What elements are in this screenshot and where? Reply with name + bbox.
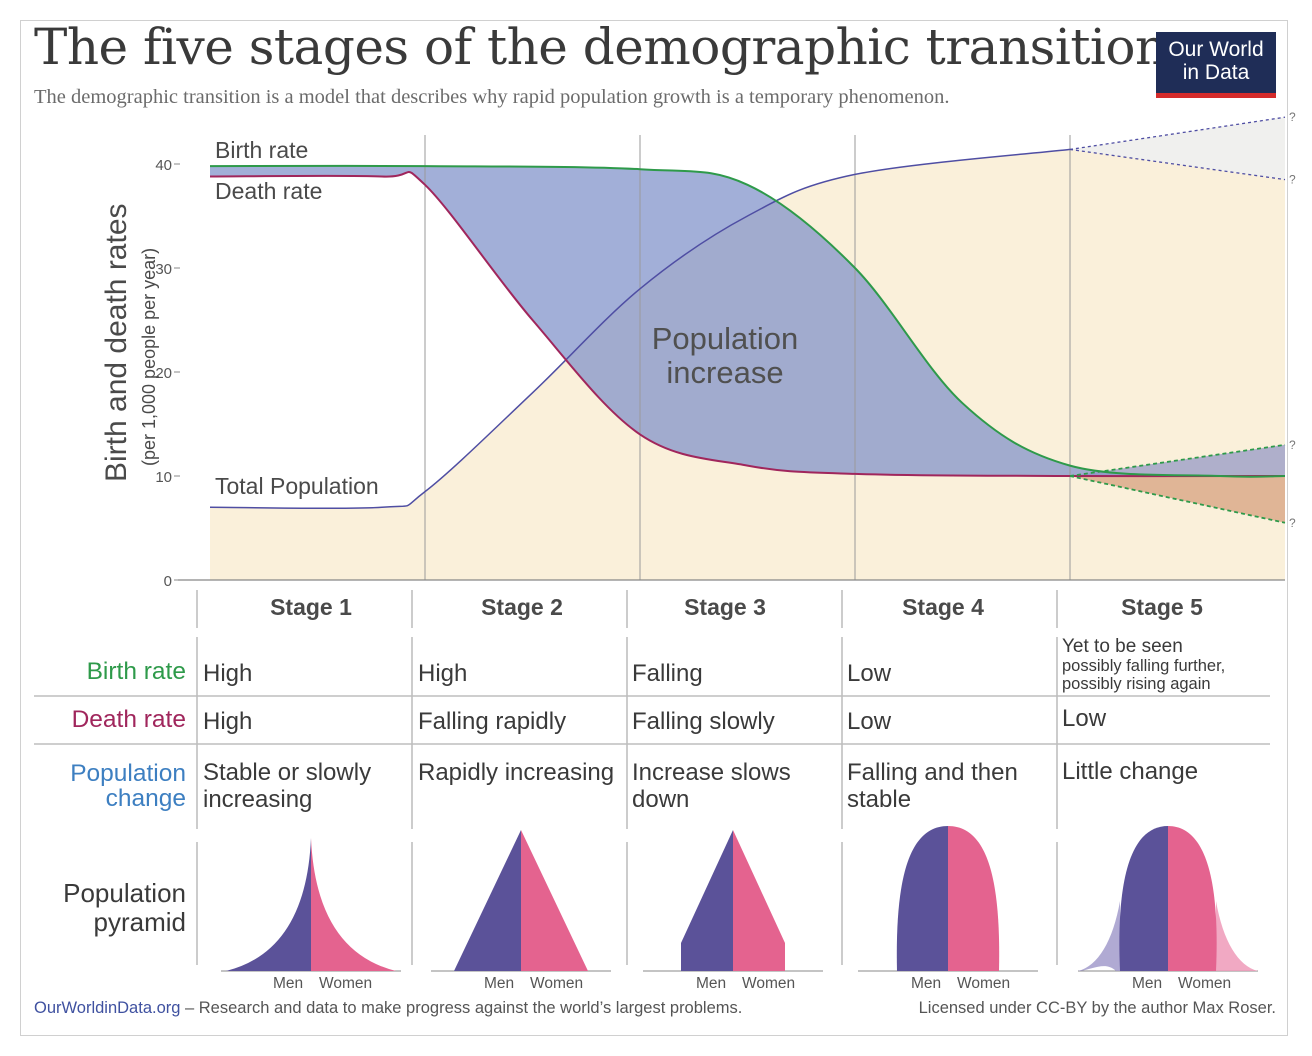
logo-line-1: Our World (1168, 38, 1264, 61)
pyramid-1-women-label: Women (319, 975, 373, 992)
stage5-uncertainty-area (1070, 117, 1285, 180)
y-tick-label-0: 0 (164, 573, 172, 590)
infographic-frame (20, 20, 1288, 1036)
page-subtitle: The demographic transition is a model th… (34, 86, 950, 108)
pyramid-4-women-label: Women (957, 975, 1011, 992)
birth-rate-line (209, 164, 1286, 478)
birth-rate-stage-2: High (418, 660, 468, 687)
pyramid-2-men-label: Men (484, 975, 515, 992)
population-change-stage-5: Little change (1062, 758, 1199, 785)
row-header-population-change-line-2: change (105, 785, 186, 812)
pyramid-1-men-label: Men (273, 975, 304, 992)
birth-rate-stage-4: Low (847, 660, 892, 687)
death-rate-stage-2: Falling rapidly (418, 708, 567, 735)
stage5-birth-down-area (1070, 476, 1285, 523)
page-title: The five stages of the demographic trans… (34, 18, 1167, 76)
population-change-stage-2: Rapidly increasing (418, 759, 615, 786)
birth-rate-stage-5-main: Yet to be seen (1062, 636, 1183, 657)
population-projection-down (1069, 148, 1286, 181)
stage-1-header: Stage 1 (270, 594, 352, 620)
pyramid-5-men-label: Men (1132, 975, 1163, 992)
row-header-population-change: Population change (70, 761, 186, 811)
y-tick-label-10: 10 (155, 469, 172, 486)
birth-rate-stage-5: Yet to be seen possibly falling further,… (1062, 636, 1226, 694)
pyramid-2-men (454, 830, 521, 971)
pyramid-5-men (1119, 826, 1168, 971)
pyramid-5-women (1168, 826, 1217, 971)
pyramid-5-women-label: Women (1178, 975, 1232, 992)
pyramid-1-men (226, 838, 311, 971)
stage-3-header: Stage 3 (684, 594, 766, 620)
death-rate-stage-4: Low (847, 708, 892, 735)
pyramid-3-men (681, 830, 733, 971)
qmark-population-up: ? (1289, 110, 1296, 124)
row-header-death-rate: Death rate (71, 706, 186, 733)
pyramid-4-men (896, 826, 948, 971)
y-axis-label: Birth and death rates (100, 203, 133, 482)
logo-line-2: in Data (1182, 61, 1250, 84)
birth-rate-stage-5-note-2: possibly rising again (1062, 675, 1211, 693)
footer-site-link[interactable]: OurWorldinData.org (34, 999, 181, 1017)
population-change-stage-1: Stable or slowly increasing (203, 759, 372, 813)
birth-projection-down (1069, 475, 1286, 524)
footer-source: OurWorldinData.org – Research and data t… (34, 999, 742, 1018)
y-tick-label-30: 30 (155, 261, 172, 278)
birth-rate-stage-5-note-1: possibly falling further, (1062, 657, 1226, 675)
population-change-stage-3: Increase slows down (632, 759, 791, 813)
row-header-population-pyramid: Population pyramid (63, 879, 186, 937)
birth-rate-line-label: Birth rate (215, 137, 309, 163)
pyramid-2-women-label: Women (530, 975, 584, 992)
birth-rate-stage-3: Falling (632, 660, 703, 687)
death-rate-stage-5: Low (1062, 705, 1107, 732)
death-rate-stage-1: High (203, 708, 253, 735)
pyramid-5-men-tail (1078, 901, 1120, 971)
pyramid-1-women (311, 838, 396, 971)
qmark-birth-up: ? (1289, 438, 1296, 452)
population-increase-area (210, 165, 1285, 477)
stage-2-header: Stage 2 (481, 594, 563, 620)
birth-projection-up (1069, 443, 1286, 477)
owid-logo[interactable]: Our World in Data (1156, 32, 1276, 98)
pyramid-5-women-tail (1216, 901, 1258, 971)
row-header-pyramid-line-1: Population (63, 878, 186, 908)
footer-tagline: – Research and data to make progress aga… (180, 999, 743, 1017)
pyramid-4-women (948, 826, 1000, 971)
pyramid-3-women-label: Women (742, 975, 796, 992)
pyramid-4-men-label: Men (911, 975, 942, 992)
y-tick-label-20: 20 (155, 365, 172, 382)
death-rate-stage-3: Falling slowly (632, 708, 775, 735)
population-increase-label: Population increase (625, 322, 825, 390)
pyramid-3-men-label: Men (696, 975, 727, 992)
pyramid-2-women (521, 830, 588, 971)
qmark-population-down: ? (1289, 173, 1296, 187)
birth-rate-stage-1: High (203, 660, 253, 687)
population-increase-line-2: increase (666, 355, 784, 390)
stage-5-header: Stage 5 (1121, 594, 1203, 620)
population-change-stage-4: Falling and then stable (847, 759, 1018, 813)
y-axis-sublabel: (per 1,000 people per year) (139, 247, 159, 466)
row-header-birth-rate: Birth rate (86, 658, 186, 685)
footer-license: Licensed under CC-BY by the author Max R… (918, 999, 1276, 1017)
death-rate-line-label: Death rate (215, 178, 323, 204)
row-header-population-change-line-1: Population (70, 760, 186, 787)
population-projection-up (1069, 116, 1286, 151)
row-header-pyramid-line-2: pyramid (93, 907, 186, 937)
population-increase-line-1: Population (651, 321, 799, 356)
death-rate-line (209, 170, 1286, 478)
stage-4-header: Stage 4 (902, 594, 984, 620)
total-population-line-label: Total Population (215, 473, 379, 499)
y-tick-label-40: 40 (155, 157, 172, 174)
qmark-birth-down: ? (1289, 516, 1296, 530)
pyramid-3-women (733, 830, 785, 971)
total-population-line (209, 148, 1071, 510)
